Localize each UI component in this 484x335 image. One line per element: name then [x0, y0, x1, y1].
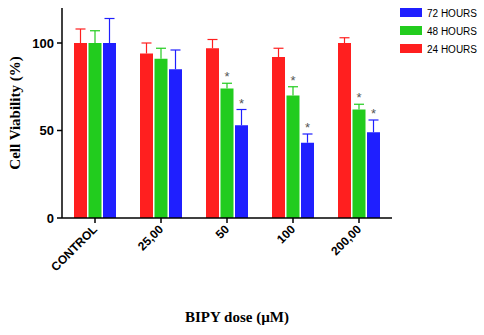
significance: * [224, 69, 229, 84]
bar [338, 43, 351, 218]
error-cap [340, 37, 350, 38]
y-tick-label: 0 [47, 211, 54, 226]
y-tick-label: 100 [32, 36, 54, 51]
error-bar [105, 19, 115, 44]
x-tick [358, 218, 360, 223]
significance: * [290, 73, 295, 88]
x-tick-label: 200,00 [328, 222, 364, 258]
error-line [373, 120, 374, 132]
x-tick-label: 25,00 [135, 222, 166, 253]
x-axis-label: BIPY dose (µM) [185, 309, 289, 326]
legend-swatch [400, 26, 422, 35]
legend: 72 HOURS 48 HOURS 24 HOURS [400, 8, 477, 55]
bars [74, 19, 380, 219]
error-cap [274, 48, 284, 49]
x-tick [292, 218, 294, 223]
error-bar [142, 43, 152, 54]
bar [140, 54, 153, 219]
legend-label: 72 HOURS [427, 8, 477, 19]
error-bar [171, 50, 181, 69]
x-tick-label: 50 [213, 222, 233, 242]
error-cap [171, 49, 181, 50]
bar [353, 110, 366, 219]
error-bar [340, 38, 350, 43]
annotations: * * * * * * [224, 69, 376, 135]
error-bar [156, 48, 166, 59]
error-line [80, 29, 81, 43]
legend-label: 48 HOURS [427, 26, 477, 37]
y-tick [57, 217, 62, 219]
error-line [241, 110, 242, 126]
x-tick-label: CONTROL [48, 222, 100, 274]
error-cap [105, 18, 115, 19]
error-line [175, 50, 176, 69]
chart: * * * * * * 0 50 100 CONTROL 25,00 50 100 200,00 BIPY … [0, 0, 484, 335]
error-cap [76, 28, 86, 29]
error-line [344, 38, 345, 43]
x-tick [160, 218, 162, 223]
error-bar [237, 110, 247, 126]
y-tick [57, 42, 62, 44]
bar [155, 59, 168, 218]
bar [221, 89, 234, 219]
error-line [307, 134, 308, 143]
bar [169, 69, 182, 218]
significance: * [356, 90, 361, 105]
significance: * [371, 106, 376, 121]
significance: * [239, 96, 244, 111]
error-bar [76, 29, 86, 43]
error-cap [208, 39, 218, 40]
x-tick [226, 218, 228, 223]
error-bar [369, 120, 379, 132]
bar [287, 96, 300, 219]
error-bar [303, 134, 313, 143]
x-tick [94, 218, 96, 223]
error-line [278, 48, 279, 57]
y-tick-label: 50 [40, 123, 54, 138]
error-bar [288, 87, 298, 96]
error-line [109, 19, 110, 44]
legend-swatch [400, 44, 422, 53]
legend-swatch [400, 8, 422, 17]
y-axis [61, 8, 63, 218]
error-line [212, 40, 213, 49]
error-bar [274, 48, 284, 57]
error-cap [142, 42, 152, 43]
error-cap [156, 48, 166, 49]
error-bar [208, 40, 218, 49]
error-line [160, 48, 161, 59]
x-tick-label: 100 [274, 222, 298, 246]
bar [301, 143, 314, 218]
error-line [146, 43, 147, 54]
error-bar [90, 31, 100, 43]
bar [89, 43, 102, 218]
bar [367, 132, 380, 218]
error-cap [90, 30, 100, 31]
error-line [292, 87, 293, 96]
y-axis-label: Cell Viability (%) [7, 56, 24, 169]
legend-label: 24 HOURS [427, 44, 477, 55]
significance: * [305, 120, 310, 135]
error-line [94, 31, 95, 43]
bar [272, 57, 285, 218]
bar [103, 43, 116, 218]
bar [206, 48, 219, 218]
bar [74, 43, 87, 218]
y-tick [57, 130, 62, 132]
bar [235, 125, 248, 218]
